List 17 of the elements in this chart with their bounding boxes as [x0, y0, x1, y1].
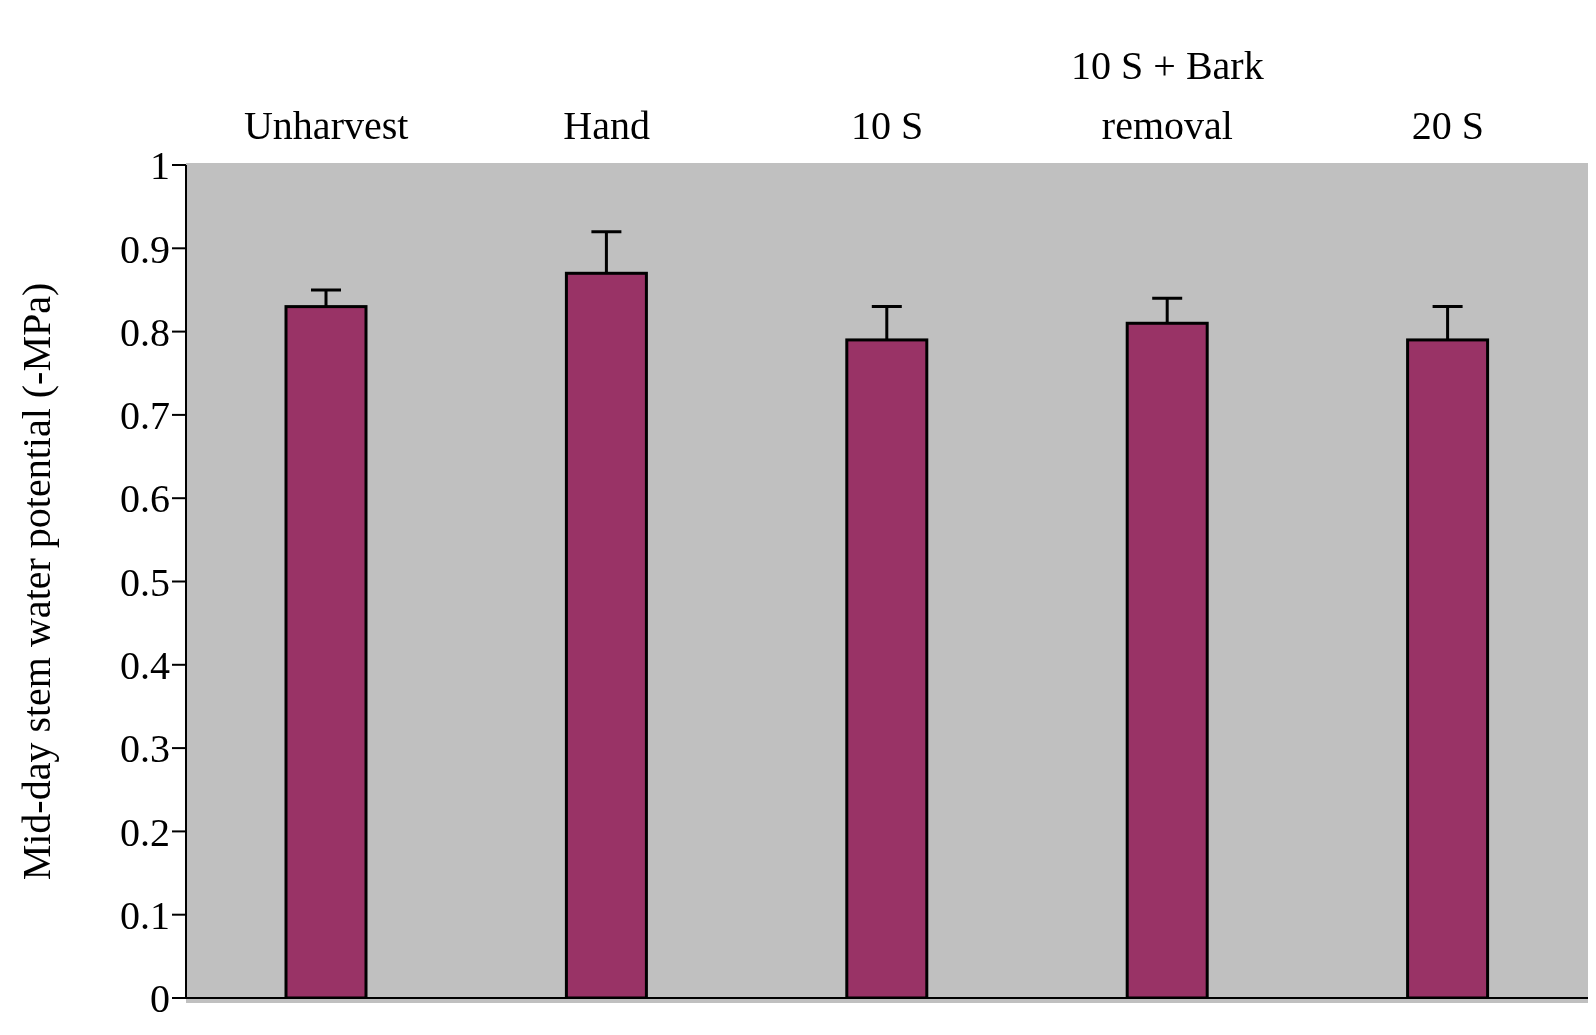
y-tick-label: 1 [150, 143, 170, 189]
y-tick-label: 0.8 [120, 309, 170, 355]
y-tick-label: 0.4 [120, 643, 170, 688]
y-tick-label: 0.1 [120, 892, 170, 938]
x-tick-label: Unharvest [244, 103, 409, 148]
y-tick-label: 0.6 [120, 476, 170, 522]
y-tick-label: 0.3 [120, 726, 170, 772]
x-tick-label: 20 S [1411, 103, 1484, 148]
y-tick-label: 0.5 [120, 559, 170, 605]
y-tick-label: 0.2 [120, 809, 170, 855]
y-tick-label: 0.9 [120, 226, 170, 272]
y-tick-label: 0.7 [120, 393, 170, 439]
x-tick-label: 10 S + Bark removal [1071, 43, 1264, 148]
x-tick-label: 10 S [850, 103, 924, 148]
y-tick-label: 0 [150, 976, 170, 1022]
y-axis-title: Mid-day stem water potential (-MPa) [14, 282, 60, 881]
x-tick-label: Hand [563, 103, 650, 148]
